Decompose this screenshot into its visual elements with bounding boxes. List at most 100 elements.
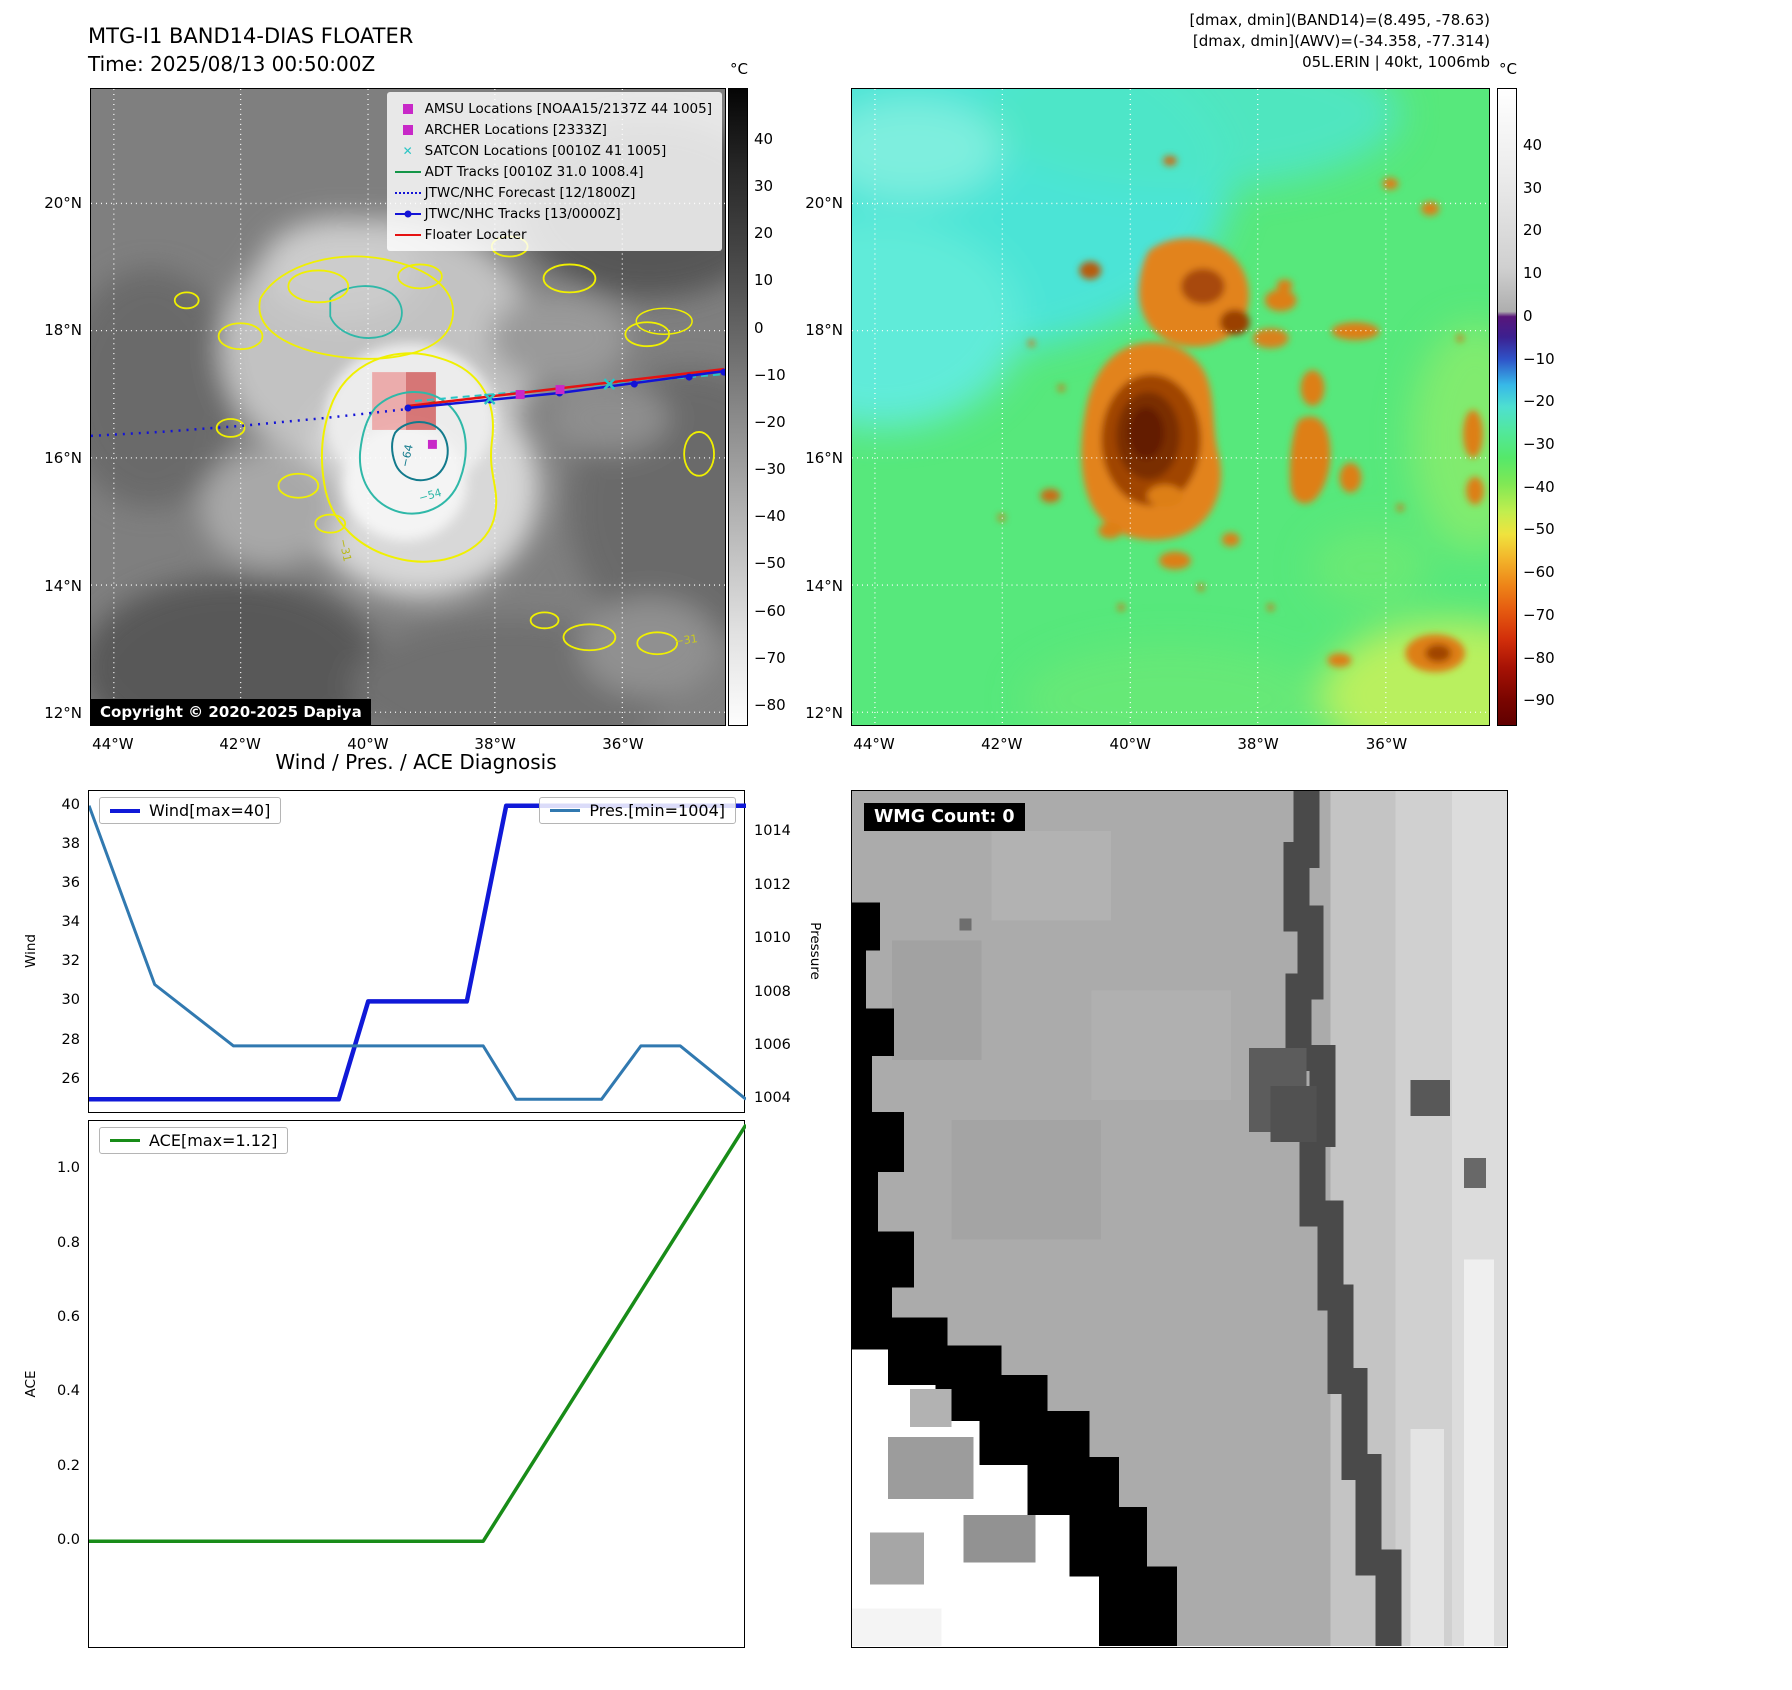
ir-legend-item: AMSU Locations [NOAA15/2137Z 44 1005] [391,98,712,119]
ace-chart: ACE[max=1.12] [88,1120,746,1648]
wind-pressure-chart-legend: Pres.[min=1004] [539,797,736,824]
ir-colorbar-tick-label: −60 [754,601,786,620]
line-dot-marker-icon [391,207,425,221]
pressure-axis-label: Pressure [807,922,823,980]
awv-colorbar-tick-label: −90 [1523,691,1555,710]
ir-lon-tick-label: 38°W [474,735,516,753]
awv-colorbar-tick-label: −30 [1523,435,1555,453]
ir-colorbar [728,88,748,726]
ir-legend-item: ARCHER Locations [2333Z] [391,119,712,140]
awv-lat-tick-label: 16°N [805,449,843,468]
ir-legend-item: Floater Locater [391,224,712,245]
awv-colorbar-tick-label: −70 [1523,605,1555,624]
awv-colorbar-tick-label: −60 [1523,563,1555,582]
ir-map-legend: AMSU Locations [NOAA15/2137Z 44 1005] ARC… [386,92,722,251]
ir-lat-tick-label: 20°N [44,193,82,212]
ir-colorbar-tick-label: −10 [754,365,786,384]
legend-series-label: ACE[max=1.12] [149,1131,278,1150]
awv-colorbar-unit: °C [1499,60,1517,78]
legend-series-label: Pres.[min=1004] [589,801,725,820]
wind-pressure-chart-left-tick-label: 38 [61,835,80,852]
wind-pressure-chart-legend: Wind[max=40] [99,797,282,824]
ir-lon-tick-label: 36°W [602,735,644,753]
diagnosis-title: Wind / Pres. / ACE Diagnosis [275,750,557,774]
ir-colorbar-tick-label: 0 [754,318,764,337]
wind-pressure-chart-right-tick-label: 1008 [754,983,791,1000]
wmg-panel: WMG Count: 0 [851,790,1508,1648]
wind-pressure-chart-series-line [89,805,746,1101]
awv-lon-tick-label: 44°W [853,735,895,753]
awv-colorbar-tick-label: 30 [1523,178,1543,197]
contour-label: −31 [336,538,354,563]
legend-series-label: Wind[max=40] [149,801,271,820]
awv-colorbar-tick-label: −40 [1523,477,1555,496]
contour-label: −64 [398,443,416,468]
ir-colorbar-unit: °C [730,60,748,78]
awv-map-art [852,89,1489,725]
ir-colorbar-tick-label: −70 [754,648,786,667]
ir-lon-tick-label: 42°W [219,735,261,753]
ir-lat-tick-label: 18°N [44,321,82,340]
ace-chart-left-tick-label: 0.0 [56,1532,80,1549]
wind-pressure-chart: Wind[max=40] Pres.[min=1004] [88,790,746,1113]
wind-pressure-chart-left-tick-label: 36 [61,874,80,891]
line-marker-icon [391,228,425,242]
copyright-label: Copyright © 2020-2025 Dapiya [91,699,371,725]
legend-line-icon [110,1139,140,1142]
awv-lon-tick-label: 36°W [1365,735,1408,753]
ir-legend-item: ADT Tracks [0010Z 31.0 1008.4] [391,161,712,182]
awv-colorbar-tick-label: −20 [1523,392,1555,411]
wind-pressure-chart-plot [89,803,746,1102]
ir-legend-item: JTWC/NHC Forecast [12/1800Z] [391,182,712,203]
wmg-art [852,791,1507,1647]
ir-colorbar-tick-label: −20 [754,412,786,431]
ace-axis-label: ACE [23,1370,39,1398]
awv-colorbar-tick-label: 10 [1523,264,1543,283]
ir-lon-tick-label: 44°W [92,735,134,753]
ir-colorbar-tick-label: 10 [754,271,774,290]
wind-pressure-chart-left-tick-label: 28 [61,1031,80,1048]
ace-chart-left-tick-label: 1.0 [56,1160,80,1177]
awv-colorbar-tick-label: 40 [1523,135,1543,154]
ace-chart-plot [89,1123,746,1543]
wind-pressure-chart-left-tick-label: 26 [61,1070,80,1087]
awv-colorbar-tick-label: 20 [1523,221,1543,240]
ir-colorbar-tick-label: 30 [754,177,774,196]
ir-satellite-map: −64 −54 −31 −31 AMSU Locations [NOAA15/2… [90,88,726,726]
wind-pressure-chart-right-tick-label: 1014 [754,823,791,840]
ir-legend-label: Floater Locater [424,226,527,243]
wind-axis-label: Wind [23,934,39,968]
awv-colorbar [1497,88,1517,726]
ace-chart-left-tick-label: 0.8 [56,1234,80,1251]
x-marker-icon: ✕ [402,143,413,158]
contour-label: −54 [417,486,443,505]
wmg-count-label: WMG Count: 0 [864,803,1025,831]
awv-colorbar-tick-label: −10 [1523,349,1555,368]
wind-pressure-chart-left-tick-label: 34 [61,914,80,931]
awv-satellite-map [851,88,1490,726]
wind-pressure-chart-right-tick-label: 1010 [754,930,791,947]
wind-pressure-chart-left-tick-label: 30 [61,992,80,1009]
square-marker-icon [391,102,425,116]
awv-lon-tick-label: 38°W [1237,735,1279,753]
ir-legend-label: ADT Tracks [0010Z 31.0 1008.4] [424,163,644,180]
wind-pressure-chart-right-tick-label: 1004 [754,1090,791,1107]
awv-lon-tick-label: 42°W [981,735,1023,753]
wind-pressure-chart-left-tick-label: 32 [61,953,80,970]
ir-legend-label: SATCON Locations [0010Z 41 1005] [424,142,667,159]
wind-pressure-chart-right-tick-label: 1006 [754,1036,791,1053]
wind-pressure-chart-left-tick-label: 40 [61,796,80,813]
ir-colorbar-tick-label: −80 [754,695,786,714]
ir-legend-label: JTWC/NHC Forecast [12/1800Z] [424,184,636,201]
awv-header-band14: [dmax, dmin](BAND14)=(8.495, -78.63) [1189,11,1490,29]
ir-colorbar-tick-label: −50 [754,554,786,573]
legend-line-icon [550,809,581,812]
wind-pressure-chart-right-tick-label: 1012 [754,876,791,893]
line-marker-icon [391,165,425,179]
ir-legend-label: ARCHER Locations [2333Z] [424,121,607,138]
wind-pressure-chart-series-line [89,803,746,1102]
ir-panel-title: MTG-I1 BAND14-DIAS FLOATER [88,24,414,48]
awv-lat-tick-label: 12°N [805,704,843,723]
ir-lat-tick-label: 14°N [44,576,82,595]
